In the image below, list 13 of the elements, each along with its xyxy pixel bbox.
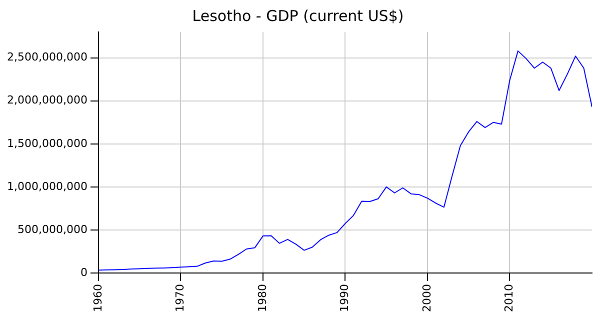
y-tick-label: 0 bbox=[80, 266, 88, 279]
y-tick-label: 1,500,000,000 bbox=[6, 136, 88, 150]
x-tick-label: 1960 bbox=[91, 284, 104, 312]
y-tick-label: 500,000,000 bbox=[17, 222, 88, 236]
x-tick-label: 2000 bbox=[420, 284, 434, 312]
x-tick-label: 2010 bbox=[502, 284, 516, 312]
y-tick-label: 1,000,000,000 bbox=[6, 180, 88, 193]
x-tick-label: 1980 bbox=[256, 284, 269, 312]
y-tick-label: 2,500,000,000 bbox=[6, 50, 88, 64]
x-tick-label: 1990 bbox=[338, 284, 352, 312]
x-tick-label: 1970 bbox=[174, 284, 187, 312]
y-tick-label: 2,000,000,000 bbox=[6, 94, 88, 107]
chart-title: Lesotho - GDP (current US$) bbox=[192, 6, 404, 25]
